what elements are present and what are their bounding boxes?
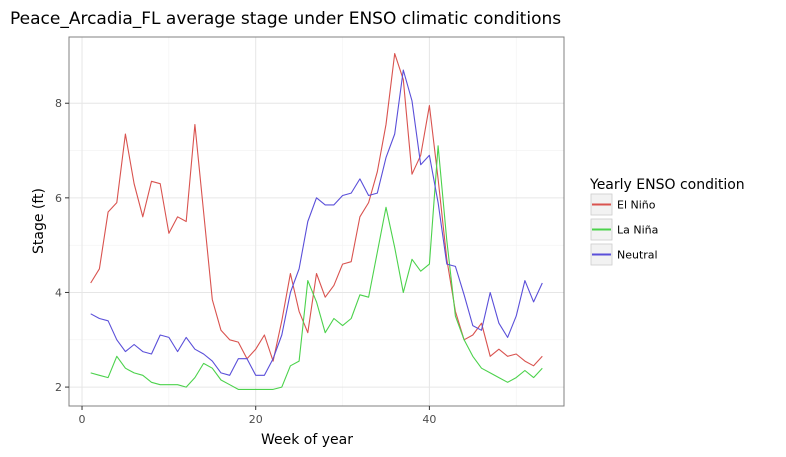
y-axis-title: Stage (ft) (31, 188, 47, 254)
legend: Yearly ENSO condition El Niño La Niña Neut… (589, 177, 745, 266)
legend-label: El Niño (617, 199, 656, 212)
chart-title: Peace_Arcadia_FL average stage under ENS… (10, 9, 561, 29)
plot-border (68, 36, 565, 407)
legend-item-la-nina: La Niña (590, 218, 658, 241)
x-tick-label: 40 (422, 413, 436, 426)
series-line-el-nino (90, 53, 543, 367)
series-line-neutral (90, 69, 543, 376)
legend-item-el-nino: El Niño (590, 193, 656, 216)
legend-title: Yearly ENSO condition (589, 177, 745, 193)
series-line-la-nina (90, 145, 543, 390)
y-tick-label: 2 (55, 381, 62, 394)
x-axis: 0 20 40 (79, 406, 436, 426)
x-axis-title: Week of year (261, 432, 353, 448)
legend-label: La Niña (617, 224, 658, 237)
plot-panel (69, 37, 564, 406)
legend-label: Neutral (617, 249, 658, 262)
grid (69, 37, 564, 406)
y-tick-label: 4 (55, 286, 62, 299)
legend-items: El Niño La Niña Neutral (590, 193, 658, 266)
y-tick-label: 8 (55, 97, 62, 110)
y-tick-label: 6 (55, 192, 62, 205)
series-lines (90, 53, 543, 390)
x-tick-label: 0 (79, 413, 86, 426)
x-tick-label: 20 (249, 413, 263, 426)
legend-item-neutral: Neutral (590, 243, 658, 266)
y-axis: 2 4 6 8 (55, 97, 69, 394)
